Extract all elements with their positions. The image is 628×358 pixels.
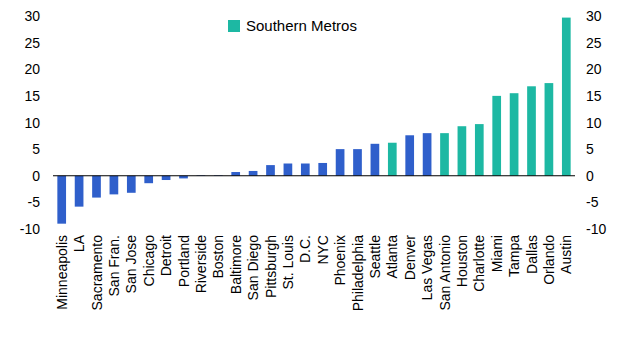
bar [284, 164, 293, 176]
y2-tick-label: 5 [586, 141, 594, 157]
bar [405, 135, 414, 175]
bar [510, 93, 519, 176]
x-tick-label: Orlando [541, 235, 557, 285]
x-tick-label: Sacramento [89, 235, 105, 311]
legend-label: Southern Metros [246, 17, 357, 34]
chart: -10 -10 -5 -5 0 0 5 5 10 10 15 15 20 20 25 25 30 30 Minnea… [0, 0, 628, 358]
y-tick-label: 25 [24, 35, 40, 51]
y2-tick-label: 15 [586, 88, 602, 104]
y-tick-label: 30 [24, 8, 40, 24]
bar [57, 176, 66, 224]
zero-line [53, 175, 575, 176]
y-tick-label: 15 [24, 88, 40, 104]
x-tick-label: LA [71, 234, 87, 252]
y2-tick-label: 20 [586, 61, 602, 77]
x-tick-label: San Diego [245, 235, 261, 301]
bar [162, 176, 171, 180]
bar [545, 83, 554, 176]
bar [492, 96, 501, 176]
x-tick-label: Austin [558, 235, 574, 274]
bar [318, 163, 327, 176]
x-tick-label: Denver [402, 235, 418, 280]
x-tick-label: San Fran. [106, 235, 122, 296]
x-tick-label: St. Louis [280, 235, 296, 289]
bar [301, 164, 310, 176]
x-tick-label: Minneapolis [54, 235, 70, 310]
x-tick-label: Philadelphia [350, 235, 366, 311]
x-tick-label: Riverside [193, 235, 209, 294]
bar [75, 176, 84, 207]
x-tick-label: Portland [176, 235, 192, 287]
x-tick-label: Baltimore [228, 235, 244, 294]
x-tick-label: Las Vegas [419, 235, 435, 300]
legend-swatch [228, 20, 240, 32]
y-tick-label: 10 [24, 115, 40, 131]
bar [353, 149, 362, 176]
bar [266, 165, 275, 176]
bar [110, 176, 119, 195]
bars [57, 18, 570, 224]
y-tick-label: 20 [24, 61, 40, 77]
x-tick-label: Tampa [506, 235, 522, 277]
y-tick-label: -10 [20, 221, 40, 237]
bar [458, 126, 467, 176]
bar [371, 144, 380, 176]
bar [527, 86, 536, 175]
y2-tick-label: 10 [586, 115, 602, 131]
y-tick-label: 5 [32, 141, 40, 157]
bar [336, 149, 345, 176]
y2-tick-label: -10 [586, 221, 606, 237]
x-tick-label: Boston [210, 235, 226, 279]
x-tick-label: San Antonio [437, 235, 453, 311]
bar [127, 176, 136, 193]
bar [423, 133, 432, 176]
bar [144, 176, 153, 183]
x-tick-label: D.C. [297, 235, 313, 263]
x-tick-label: NYC [315, 235, 331, 265]
x-tick-label: Pittsburgh [263, 235, 279, 298]
y2-tick-label: 0 [586, 168, 594, 184]
x-tick-label: Charlotte [471, 235, 487, 292]
bar [562, 18, 571, 176]
x-tick-label: Chicago [141, 235, 157, 287]
x-tick-label: Seattle [367, 235, 383, 279]
bar [92, 176, 101, 198]
x-tick-label: Atlanta [384, 235, 400, 279]
y2-tick-label: 30 [586, 8, 602, 24]
bar [231, 172, 240, 176]
bar [440, 133, 449, 176]
bar [249, 171, 258, 176]
y2-tick-label: 25 [586, 35, 602, 51]
x-tick-label: San Jose [123, 235, 139, 294]
bar [388, 143, 397, 176]
bar [475, 124, 484, 176]
x-tick-label: Miami [489, 235, 505, 272]
y-tick-label: -5 [28, 194, 41, 210]
x-tick-label: Phoenix [332, 235, 348, 286]
x-tick-label: Dallas [524, 235, 540, 274]
x-tick-label: Detroit [158, 235, 174, 276]
y2-tick-label: -5 [586, 194, 599, 210]
x-tick-label: Houston [454, 235, 470, 287]
y-tick-label: 0 [32, 168, 40, 184]
